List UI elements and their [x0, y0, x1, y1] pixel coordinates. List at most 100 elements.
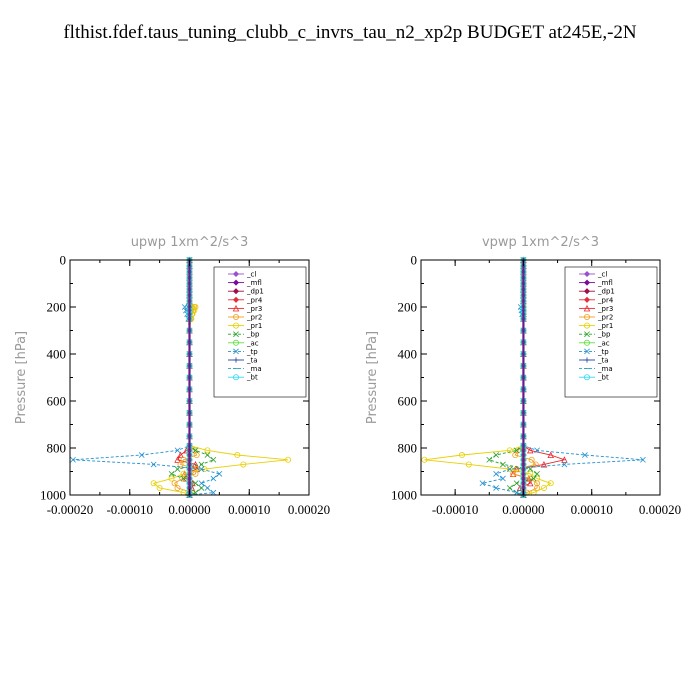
legend-marker	[232, 313, 239, 320]
vpwp-panel: vpwp 1xm^2/s^3 Pressure [hPa] -0.00010 0.00…	[365, 235, 681, 517]
data-point	[512, 452, 519, 459]
legend-item: _ta	[579, 357, 609, 365]
data-point	[513, 480, 520, 487]
data-point	[547, 480, 554, 487]
data-point	[458, 452, 465, 459]
legend-marker	[584, 313, 591, 320]
x-tick-label: 0.00020	[288, 502, 330, 517]
legend-box	[564, 266, 658, 398]
legend-label: _ma	[246, 365, 262, 373]
x-tick-label: 0.00020	[639, 502, 681, 517]
legend-marker	[233, 348, 239, 355]
legend-marker	[233, 357, 239, 363]
legend-marker	[584, 331, 590, 338]
data-point	[547, 451, 554, 459]
legend-item: _pr3	[228, 305, 262, 313]
legend-label: _tp	[246, 348, 258, 356]
data-point	[210, 456, 217, 463]
legend-item: _ma	[579, 365, 613, 373]
legend-item: _ta	[228, 357, 258, 365]
data-point	[493, 470, 499, 477]
data-point	[198, 485, 205, 491]
legend-item: _tp	[579, 348, 609, 356]
data-point	[561, 456, 568, 463]
data-point	[204, 447, 211, 454]
data-point	[534, 447, 540, 454]
data-point	[193, 452, 200, 459]
legend-marker	[583, 296, 591, 303]
data-point	[150, 480, 157, 487]
y-tick-label: 600	[47, 394, 67, 409]
data-point	[174, 466, 181, 473]
data-point	[527, 479, 534, 487]
legend-item: _ac	[579, 339, 610, 347]
legend-label: _ac	[246, 339, 259, 347]
legend-label: _bt	[597, 374, 609, 382]
legend-item: _pr1	[228, 322, 262, 330]
data-point	[204, 485, 211, 491]
series-line	[72, 260, 221, 496]
legend-label: _dp1	[246, 288, 264, 296]
legend-label: _mfl	[597, 279, 613, 287]
data-point	[285, 456, 292, 463]
data-point	[174, 456, 181, 463]
legend-item: _mfl	[228, 279, 262, 287]
legend-box	[213, 266, 307, 398]
data-point	[198, 461, 205, 468]
data-point	[506, 466, 513, 473]
data-point	[513, 447, 520, 454]
legend-marker	[584, 339, 591, 346]
data-point	[168, 475, 175, 482]
data-point	[513, 489, 520, 496]
legend-item: _bp	[579, 331, 611, 339]
legend-label: _pr1	[246, 322, 262, 330]
data-point	[204, 452, 211, 458]
legend-label: _ma	[597, 365, 613, 373]
legend-item: _ma	[228, 365, 262, 373]
legend-item: _pr1	[579, 322, 613, 330]
legend-item: _bp	[228, 331, 260, 339]
series-tp	[70, 257, 223, 498]
y-tick-label: 0	[60, 253, 67, 268]
data-point	[198, 480, 205, 487]
legend-marker	[233, 331, 239, 338]
legend-marker	[232, 270, 240, 278]
legend-marker	[584, 348, 590, 355]
plot-title: vpwp 1xm^2/s^3	[482, 235, 599, 250]
legend-label: _pr3	[597, 305, 613, 313]
legend-item: _cl	[228, 271, 256, 279]
data-point	[234, 452, 241, 459]
upwp-panel: upwp 1xm^2/s^3 Pressure [hPa] -0.00020 -0.0…	[14, 235, 330, 517]
y-axis-label: Pressure [hPa]	[365, 331, 380, 424]
y-tick-label: 1000	[391, 488, 417, 503]
legend-label: _bp	[597, 331, 611, 339]
y-tick-label: 400	[398, 347, 418, 362]
data-point	[640, 456, 646, 463]
data-point	[506, 485, 513, 491]
data-point	[70, 456, 76, 463]
plot-title: upwp 1xm^2/s^3	[131, 235, 249, 250]
y-tick-label: 400	[47, 347, 67, 362]
data-point	[421, 456, 428, 463]
data-point	[540, 460, 548, 468]
data-point	[181, 304, 188, 310]
y-tick-label: 1000	[40, 488, 66, 503]
legend-label: _cl	[246, 271, 256, 279]
data-point	[527, 446, 534, 454]
x-tick-label: 0.00000	[502, 502, 544, 517]
data-point	[240, 461, 247, 468]
data-point	[192, 303, 199, 310]
legend-label: _cl	[597, 271, 607, 279]
data-point	[192, 447, 199, 454]
data-point	[150, 461, 157, 468]
legend-marker	[584, 322, 591, 329]
series-bp	[486, 257, 540, 498]
y-tick-label: 0	[411, 253, 418, 268]
legend-item: _dp1	[228, 288, 264, 296]
data-point	[582, 452, 588, 458]
data-point	[210, 489, 217, 496]
legend-marker	[583, 279, 591, 286]
data-point	[534, 480, 541, 487]
x-tick-label: -0.00020	[47, 502, 94, 517]
legend-label: _ta	[246, 357, 258, 365]
